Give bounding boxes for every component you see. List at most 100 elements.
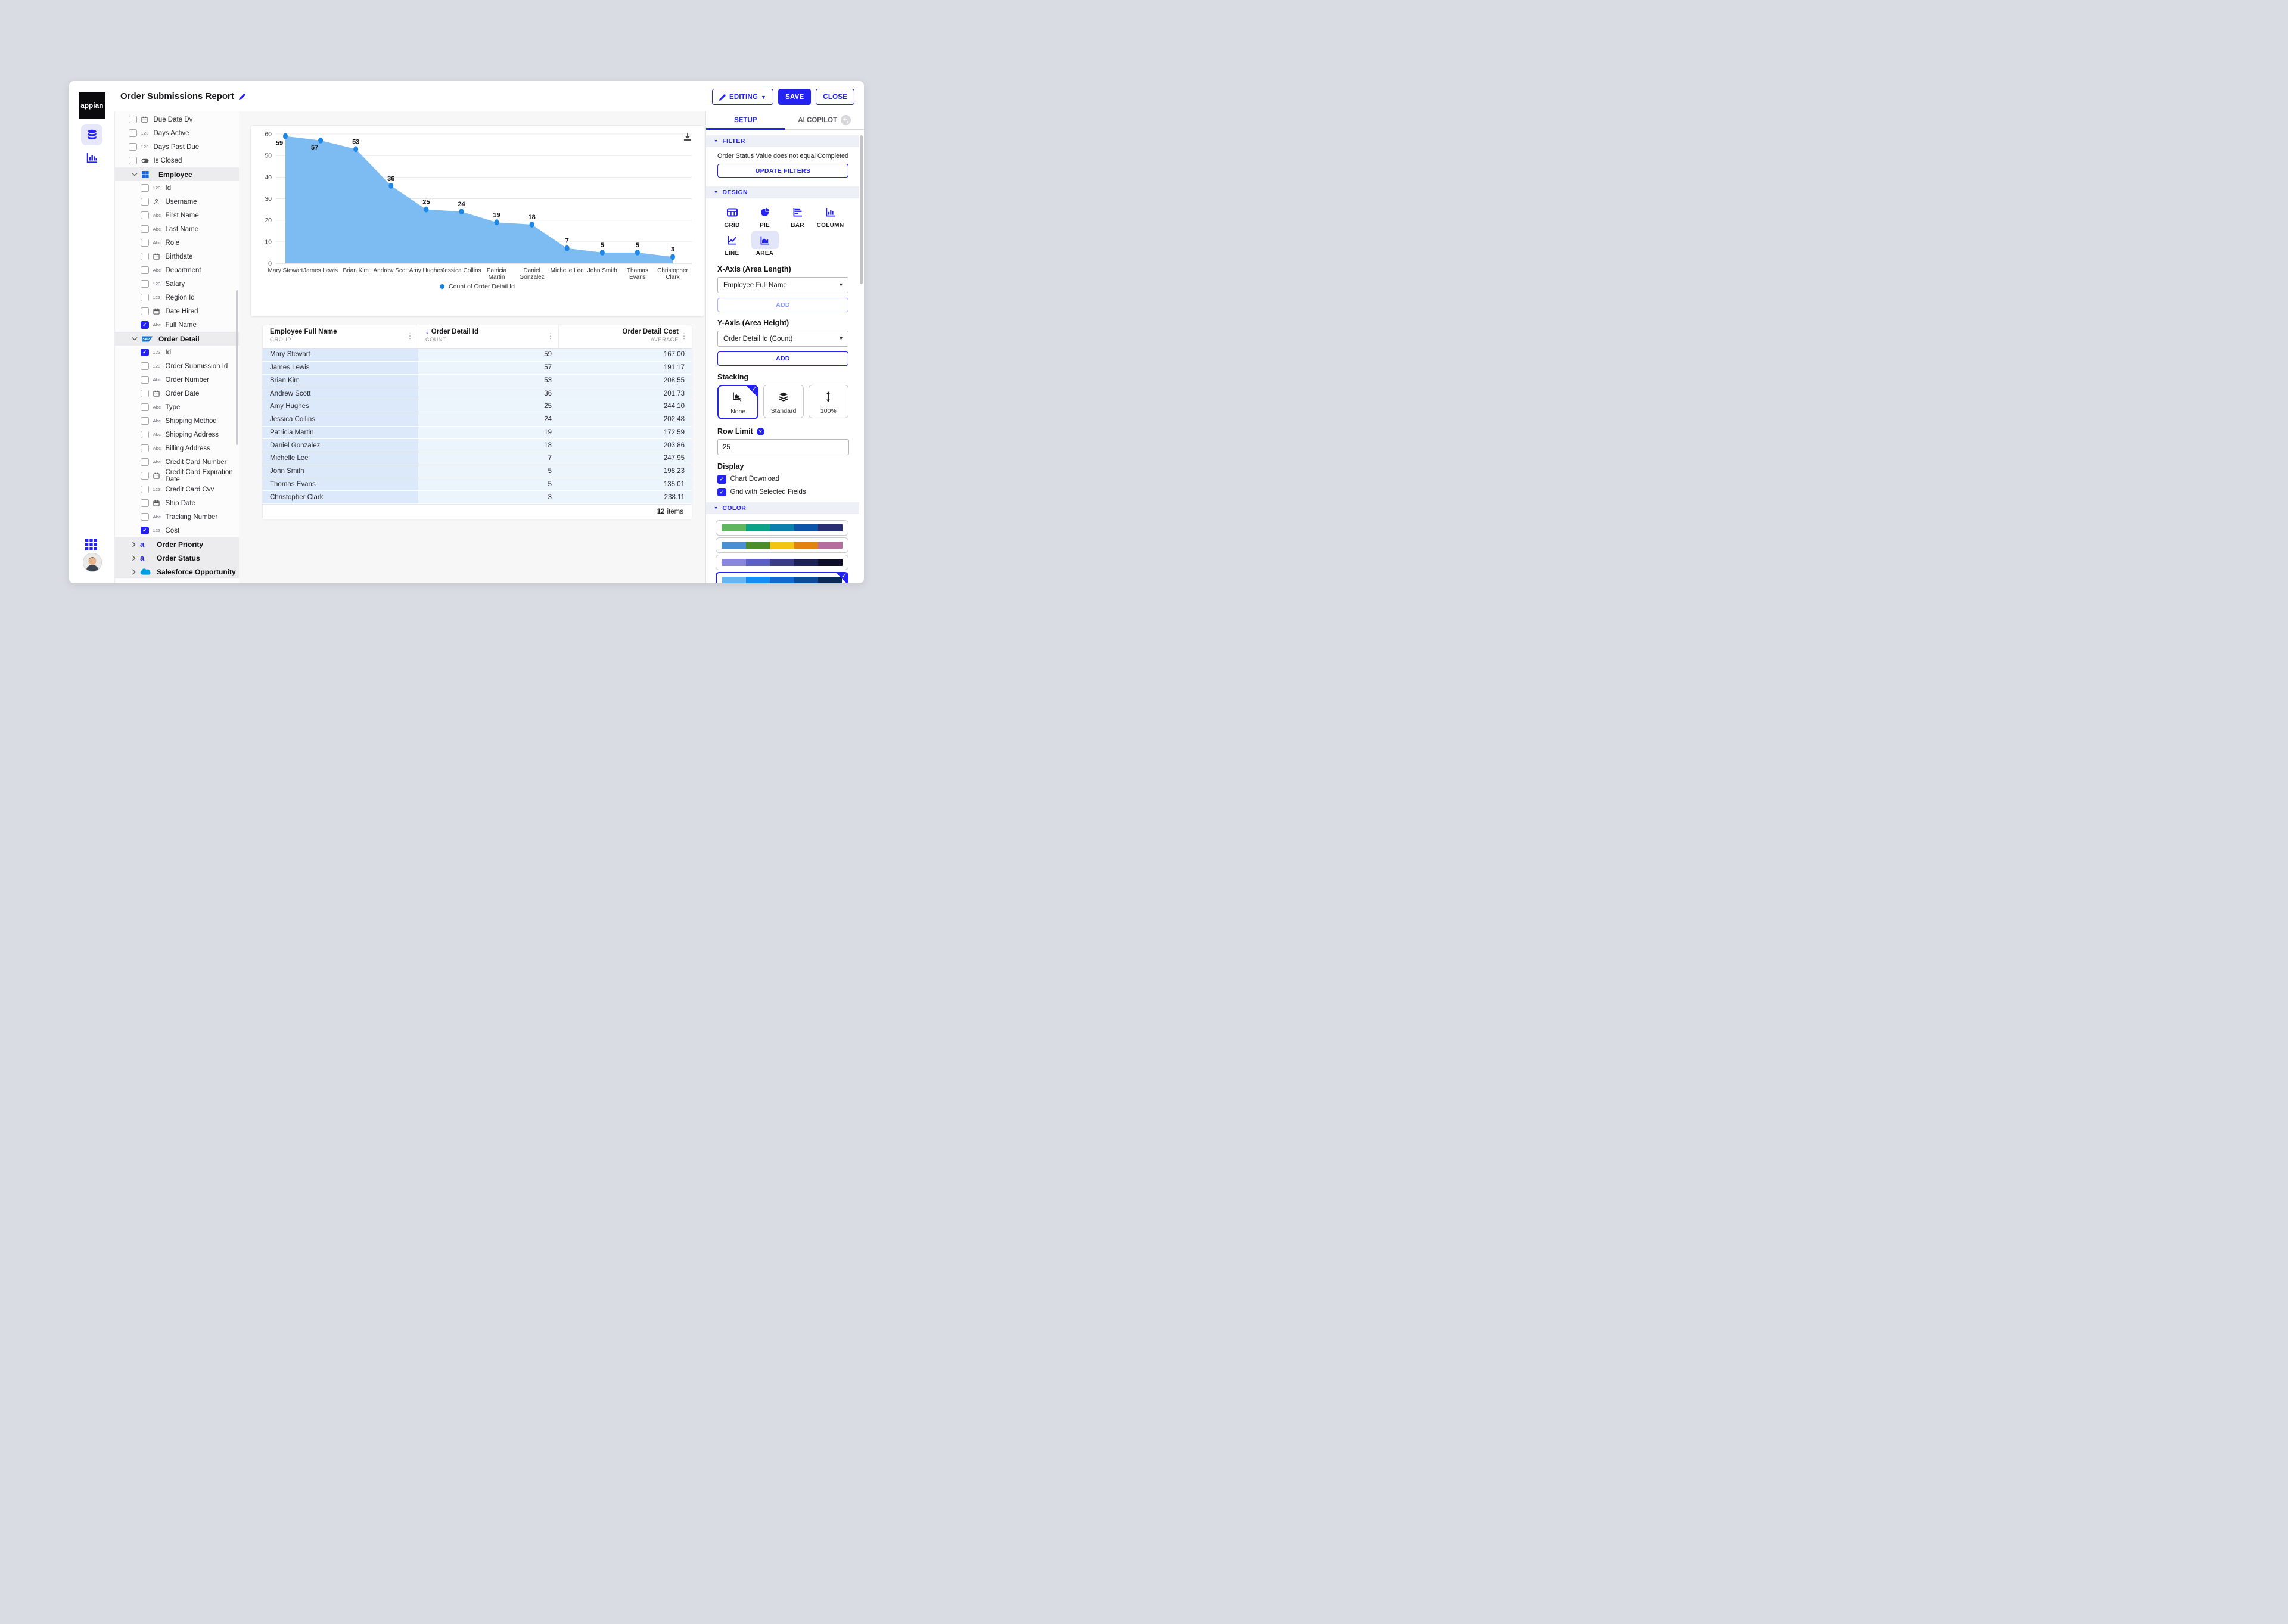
design-option-line[interactable]: LINE bbox=[716, 231, 748, 257]
checkbox[interactable]: ✓ bbox=[717, 487, 726, 496]
chart-point-mary-stewart[interactable] bbox=[283, 133, 288, 139]
field-full-name-15[interactable]: ✓ Abc Full Name bbox=[115, 318, 239, 332]
user-avatar[interactable] bbox=[83, 553, 102, 572]
checkbox[interactable] bbox=[141, 238, 149, 247]
checkbox[interactable] bbox=[141, 403, 149, 412]
stacking-option-percent[interactable]: 100% bbox=[808, 385, 848, 418]
field-salary-12[interactable]: 123 Salary bbox=[115, 277, 239, 291]
chart-point-amy-hughes[interactable] bbox=[424, 206, 429, 213]
checkbox[interactable] bbox=[141, 375, 149, 384]
checkbox[interactable] bbox=[141, 416, 149, 425]
field-role-9[interactable]: Abc Role bbox=[115, 236, 239, 250]
table-row-james-lewis[interactable]: James Lewis 57 191.17 bbox=[263, 361, 692, 375]
tab-ai-copilot[interactable]: AI COPILOT bbox=[785, 111, 865, 129]
table-row-jessica-collins[interactable]: Jessica Collins 24 202.48 bbox=[263, 413, 692, 427]
table-row-brian-kim[interactable]: Brian Kim 53 208.55 bbox=[263, 374, 692, 388]
field-department-11[interactable]: Abc Department bbox=[115, 263, 239, 277]
chart-legend[interactable]: Count of Order Detail Id bbox=[251, 283, 704, 290]
editing-dropdown-button[interactable]: EDITING ▼ bbox=[711, 89, 774, 105]
chart-point-christopher-clark[interactable] bbox=[670, 254, 675, 260]
checkbox[interactable] bbox=[141, 458, 149, 466]
table-row-john-smith[interactable]: John Smith 5 198.23 bbox=[263, 465, 692, 478]
y-axis-select[interactable]: Order Detail Id (Count) ▾ bbox=[717, 331, 848, 347]
field-order-submission-id-18[interactable]: 123 Order Submission Id bbox=[115, 359, 239, 373]
field-region-id-13[interactable]: 123 Region Id bbox=[115, 291, 239, 304]
tab-setup[interactable]: SETUP bbox=[706, 111, 785, 129]
field-shipping-address-23[interactable]: Abc Shipping Address bbox=[115, 428, 239, 441]
checkbox[interactable] bbox=[141, 225, 149, 234]
checkbox[interactable] bbox=[141, 389, 149, 398]
field-birthdate-10[interactable]: Birthdate bbox=[115, 250, 239, 263]
column-header-employee-full-name[interactable]: Employee Full Name GROUP ⋮ bbox=[263, 325, 418, 348]
design-section-header[interactable]: ▼ DESIGN bbox=[706, 186, 859, 198]
field-days-past-due-2[interactable]: 123 Days Past Due bbox=[115, 140, 239, 154]
color-palette-3[interactable] bbox=[716, 555, 848, 570]
checkbox[interactable] bbox=[129, 142, 137, 151]
chart-point-james-lewis[interactable] bbox=[318, 137, 324, 144]
help-icon[interactable]: ? bbox=[756, 427, 764, 435]
color-section-header[interactable]: ▼ COLOR bbox=[706, 502, 859, 514]
table-row-christopher-clark[interactable]: Christopher Clark 3 238.11 bbox=[263, 491, 692, 504]
design-option-pie[interactable]: PIE bbox=[748, 203, 781, 229]
field-tracking-number-29[interactable]: Abc Tracking Number bbox=[115, 510, 239, 524]
table-row-amy-hughes[interactable]: Amy Hughes 25 244.10 bbox=[263, 400, 692, 413]
chart-point-thomas-evans[interactable] bbox=[635, 249, 640, 256]
field-date-hired-14[interactable]: Date Hired bbox=[115, 304, 239, 318]
checkbox[interactable] bbox=[141, 211, 149, 220]
checkbox[interactable] bbox=[129, 115, 137, 124]
design-option-column[interactable]: COLUMN bbox=[814, 203, 847, 229]
field-credit-card-cvv-27[interactable]: 123 Credit Card Cvv bbox=[115, 483, 239, 496]
x-axis-select[interactable]: Employee Full Name ▾ bbox=[717, 277, 848, 293]
field-section-salesforce-opportunity[interactable]: Salesforce Opportunity bbox=[115, 565, 239, 578]
checkbox[interactable] bbox=[129, 129, 137, 138]
chart-point-brian-kim[interactable] bbox=[353, 146, 359, 153]
checkbox[interactable]: ✓ bbox=[141, 321, 149, 329]
checkbox[interactable] bbox=[141, 444, 149, 453]
checkbox[interactable] bbox=[129, 156, 137, 165]
filter-section-header[interactable]: ▼ FILTER bbox=[706, 135, 859, 147]
color-palette-4[interactable]: ✓ bbox=[716, 572, 848, 583]
checkbox[interactable] bbox=[141, 471, 149, 480]
checkbox[interactable] bbox=[141, 499, 149, 508]
checkbox[interactable] bbox=[141, 430, 149, 439]
chart-point-jessica-collins[interactable] bbox=[459, 209, 464, 215]
checkbox[interactable] bbox=[141, 197, 149, 206]
display-option-grid-with-selected-fields[interactable]: ✓ Grid with Selected Fields bbox=[717, 487, 864, 496]
checkbox[interactable] bbox=[141, 362, 149, 371]
field-shipping-method-22[interactable]: Abc Shipping Method bbox=[115, 414, 239, 428]
kebab-menu-icon[interactable]: ⋮ bbox=[406, 332, 414, 340]
table-row-michelle-lee[interactable]: Michelle Lee 7 247.95 bbox=[263, 452, 692, 465]
field-username-6[interactable]: Username bbox=[115, 195, 239, 209]
checkbox[interactable] bbox=[141, 307, 149, 316]
reports-nav-button[interactable] bbox=[86, 151, 98, 163]
field-type-21[interactable]: Abc Type bbox=[115, 400, 239, 414]
field-credit-card-expiration-date-26[interactable]: Credit Card Expiration Date bbox=[115, 469, 239, 483]
field-order-date-20[interactable]: Order Date bbox=[115, 387, 239, 400]
table-row-andrew-scott[interactable]: Andrew Scott 36 201.73 bbox=[263, 387, 692, 400]
checkbox[interactable] bbox=[141, 279, 149, 288]
chart-point-andrew-scott[interactable] bbox=[388, 182, 394, 189]
chart-point-patricia-martin[interactable] bbox=[494, 219, 499, 226]
close-button[interactable]: CLOSE bbox=[816, 89, 854, 105]
field-section-order-status[interactable]: a Order Status bbox=[115, 551, 239, 565]
checkbox[interactable]: ✓ bbox=[141, 526, 149, 535]
checkbox[interactable] bbox=[141, 293, 149, 302]
checkbox[interactable] bbox=[141, 485, 149, 494]
checkbox[interactable]: ✓ bbox=[717, 475, 726, 484]
chart-point-michelle-lee[interactable] bbox=[564, 245, 570, 251]
save-button[interactable]: SAVE bbox=[778, 89, 812, 105]
row-limit-input[interactable] bbox=[717, 439, 849, 455]
table-row-patricia-martin[interactable]: Patricia Martin 19 172.59 bbox=[263, 426, 692, 440]
chart-download-icon[interactable] bbox=[683, 133, 692, 141]
apps-menu-button[interactable] bbox=[85, 538, 98, 551]
color-palette-1[interactable] bbox=[716, 520, 848, 536]
checkbox[interactable] bbox=[141, 512, 149, 521]
design-option-grid[interactable]: GRID bbox=[716, 203, 748, 229]
fields-scrollbar[interactable] bbox=[236, 290, 238, 445]
checkbox[interactable] bbox=[141, 183, 149, 192]
field-order-number-19[interactable]: Abc Order Number bbox=[115, 373, 239, 387]
field-is-closed-3[interactable]: Is Closed bbox=[115, 154, 239, 167]
field-id-5[interactable]: 123 Id bbox=[115, 181, 239, 195]
y-axis-add-button[interactable]: ADD bbox=[717, 351, 848, 366]
design-option-area[interactable]: AREA bbox=[748, 231, 781, 257]
